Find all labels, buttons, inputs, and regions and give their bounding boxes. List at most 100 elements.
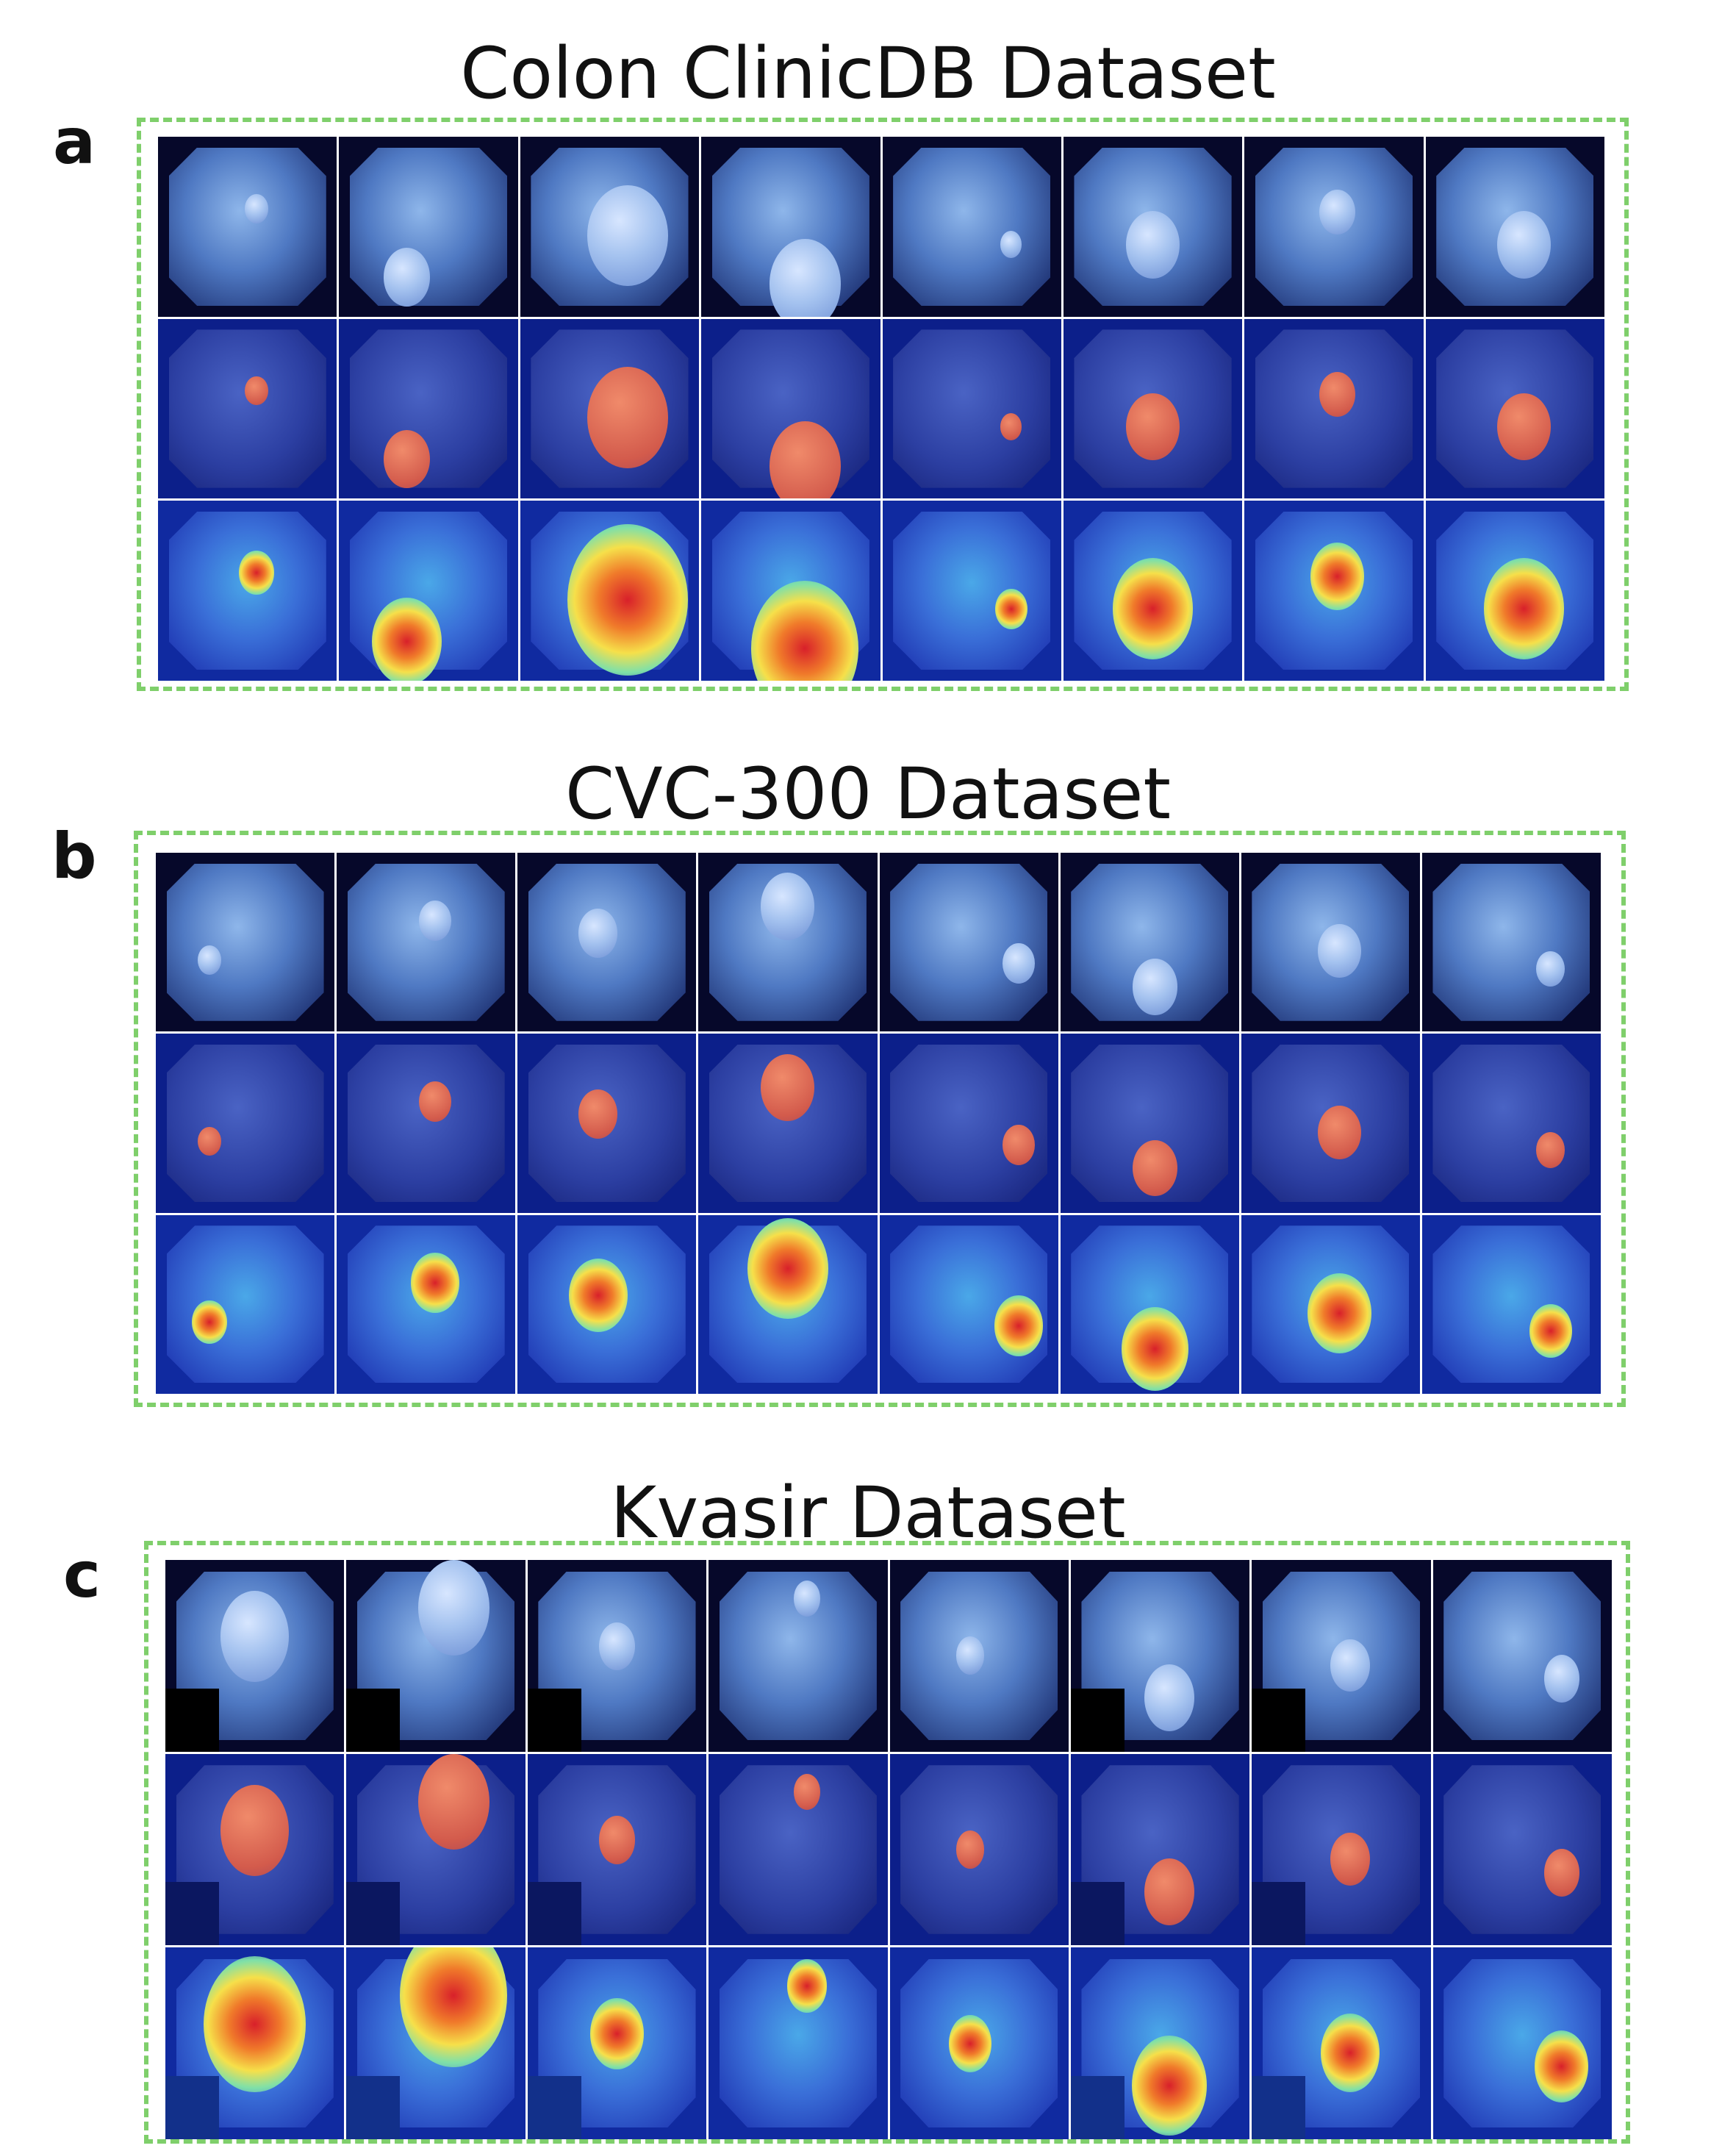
overlay-box bbox=[1252, 1882, 1306, 1946]
panel-a-heatmap-image bbox=[1244, 501, 1424, 681]
polyp bbox=[220, 1591, 289, 1683]
attention-hotspot bbox=[1529, 1304, 1573, 1359]
panel-c-heatmap-image bbox=[165, 1947, 345, 2139]
polyp-mask bbox=[198, 1126, 221, 1156]
panel-b-original-image bbox=[1241, 853, 1420, 1032]
polyp-mask bbox=[245, 376, 268, 406]
polyp-mask bbox=[587, 367, 668, 469]
panel-b-heatmap-image bbox=[1060, 1214, 1239, 1394]
attention-hotspot bbox=[1310, 543, 1365, 610]
attention-hotspot bbox=[239, 551, 274, 595]
endoscope-field bbox=[1432, 863, 1590, 1021]
panel-c-original-image bbox=[1432, 1560, 1612, 1752]
overlay-box bbox=[1252, 1688, 1306, 1752]
polyp bbox=[587, 185, 668, 287]
panel-a-frame bbox=[137, 118, 1629, 691]
overlay-box bbox=[165, 1882, 219, 1946]
panel-a-original-image bbox=[339, 137, 518, 317]
panel-a-original-image bbox=[1425, 137, 1604, 317]
panel-a-original-image bbox=[520, 137, 700, 317]
panel-c-heatmap-image bbox=[889, 1947, 1069, 2139]
polyp bbox=[578, 909, 618, 958]
overlay-box bbox=[1070, 1882, 1125, 1946]
overlay-box bbox=[1070, 2075, 1125, 2139]
endoscope-field bbox=[890, 1044, 1048, 1203]
polyp-mask bbox=[578, 1089, 618, 1139]
polyp-mask bbox=[417, 1753, 490, 1850]
polyp-mask bbox=[418, 1081, 451, 1123]
panel-b-frame bbox=[134, 831, 1626, 1407]
panel-a-heatmap-image bbox=[520, 501, 700, 681]
panel-a-image-grid bbox=[158, 137, 1604, 681]
panel-b-original-image bbox=[156, 853, 335, 1032]
panel-b-heatmap-image bbox=[156, 1214, 335, 1394]
polyp bbox=[1133, 959, 1177, 1015]
attention-hotspot bbox=[1307, 1273, 1372, 1354]
panel-a-original-image bbox=[158, 137, 337, 317]
panel-c-original-image bbox=[165, 1560, 345, 1752]
overlay-box bbox=[165, 1688, 219, 1752]
polyp bbox=[769, 239, 841, 317]
panel-c-original-image bbox=[1070, 1560, 1250, 1752]
panel-a-ground-truth-image bbox=[1425, 318, 1604, 499]
panel-a-heatmap-image bbox=[882, 501, 1061, 681]
panel-b-heatmap-image bbox=[337, 1214, 516, 1394]
overlay-box bbox=[1252, 2075, 1306, 2139]
panel-c-title: Kvasir Dataset bbox=[610, 1472, 1126, 1554]
attention-hotspot bbox=[1112, 558, 1194, 659]
polyp-mask bbox=[220, 1785, 289, 1876]
endoscope-field bbox=[893, 329, 1051, 488]
panel-c-ground-truth-image bbox=[527, 1753, 707, 1946]
attention-hotspot bbox=[192, 1300, 227, 1345]
polyp bbox=[417, 1560, 490, 1656]
polyp bbox=[198, 945, 221, 975]
panel-b-title: CVC-300 Dataset bbox=[564, 753, 1172, 835]
panel-c-ground-truth-image bbox=[889, 1753, 1069, 1946]
panel-a-ground-truth-image bbox=[158, 318, 337, 499]
endoscope-field bbox=[1443, 1571, 1602, 1741]
endoscope-field bbox=[893, 147, 1051, 306]
panel-c-ground-truth-image bbox=[1252, 1753, 1431, 1946]
polyp-mask bbox=[1319, 371, 1356, 417]
panel-c-image-grid bbox=[165, 1560, 1612, 2139]
panel-c-original-image bbox=[889, 1560, 1069, 1752]
panel-b-ground-truth-image bbox=[337, 1034, 516, 1213]
attention-hotspot bbox=[948, 2014, 992, 2072]
attention-hotspot bbox=[786, 1958, 828, 2014]
panel-a-original-image bbox=[1244, 137, 1424, 317]
endoscope-field bbox=[347, 1044, 505, 1203]
panel-c-frame bbox=[144, 1541, 1630, 2144]
polyp-mask bbox=[1133, 1139, 1177, 1196]
overlay-box bbox=[346, 1688, 401, 1752]
panel-c-original-image bbox=[527, 1560, 707, 1752]
endoscope-field bbox=[166, 863, 324, 1021]
endoscope-field bbox=[1443, 1765, 1602, 1934]
attention-hotspot bbox=[1483, 558, 1565, 659]
polyp bbox=[1536, 951, 1565, 987]
panel-c-original-image bbox=[346, 1560, 526, 1752]
panel-c-letter: c bbox=[63, 1539, 101, 1612]
polyp bbox=[955, 1636, 985, 1675]
endoscope-field bbox=[890, 863, 1048, 1021]
polyp-mask bbox=[1536, 1132, 1565, 1168]
polyp-mask bbox=[1330, 1833, 1370, 1886]
attention-hotspot bbox=[1131, 2035, 1207, 2136]
polyp-mask bbox=[761, 1053, 815, 1121]
panel-a-original-image bbox=[882, 137, 1061, 317]
attention-hotspot bbox=[372, 597, 442, 681]
overlay-box bbox=[165, 2075, 219, 2139]
panel-c-ground-truth-image bbox=[346, 1753, 526, 1946]
endoscope-field bbox=[893, 512, 1051, 670]
polyp bbox=[1318, 924, 1361, 978]
panel-b-ground-truth-image bbox=[879, 1034, 1058, 1213]
panel-b-original-image bbox=[879, 853, 1058, 1032]
polyp bbox=[1543, 1655, 1580, 1703]
overlay-box bbox=[346, 2075, 401, 2139]
panel-a-ground-truth-image bbox=[701, 318, 880, 499]
panel-b-ground-truth-image bbox=[517, 1034, 697, 1213]
panel-c-heatmap-image bbox=[709, 1947, 888, 2139]
polyp bbox=[1319, 190, 1356, 235]
panel-b-ground-truth-image bbox=[1060, 1034, 1239, 1213]
panel-c-heatmap-image bbox=[1070, 1947, 1250, 2139]
polyp bbox=[1002, 943, 1035, 984]
